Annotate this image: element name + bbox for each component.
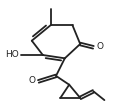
Text: HO: HO <box>5 50 19 59</box>
Text: O: O <box>29 76 36 85</box>
Text: O: O <box>96 42 103 51</box>
